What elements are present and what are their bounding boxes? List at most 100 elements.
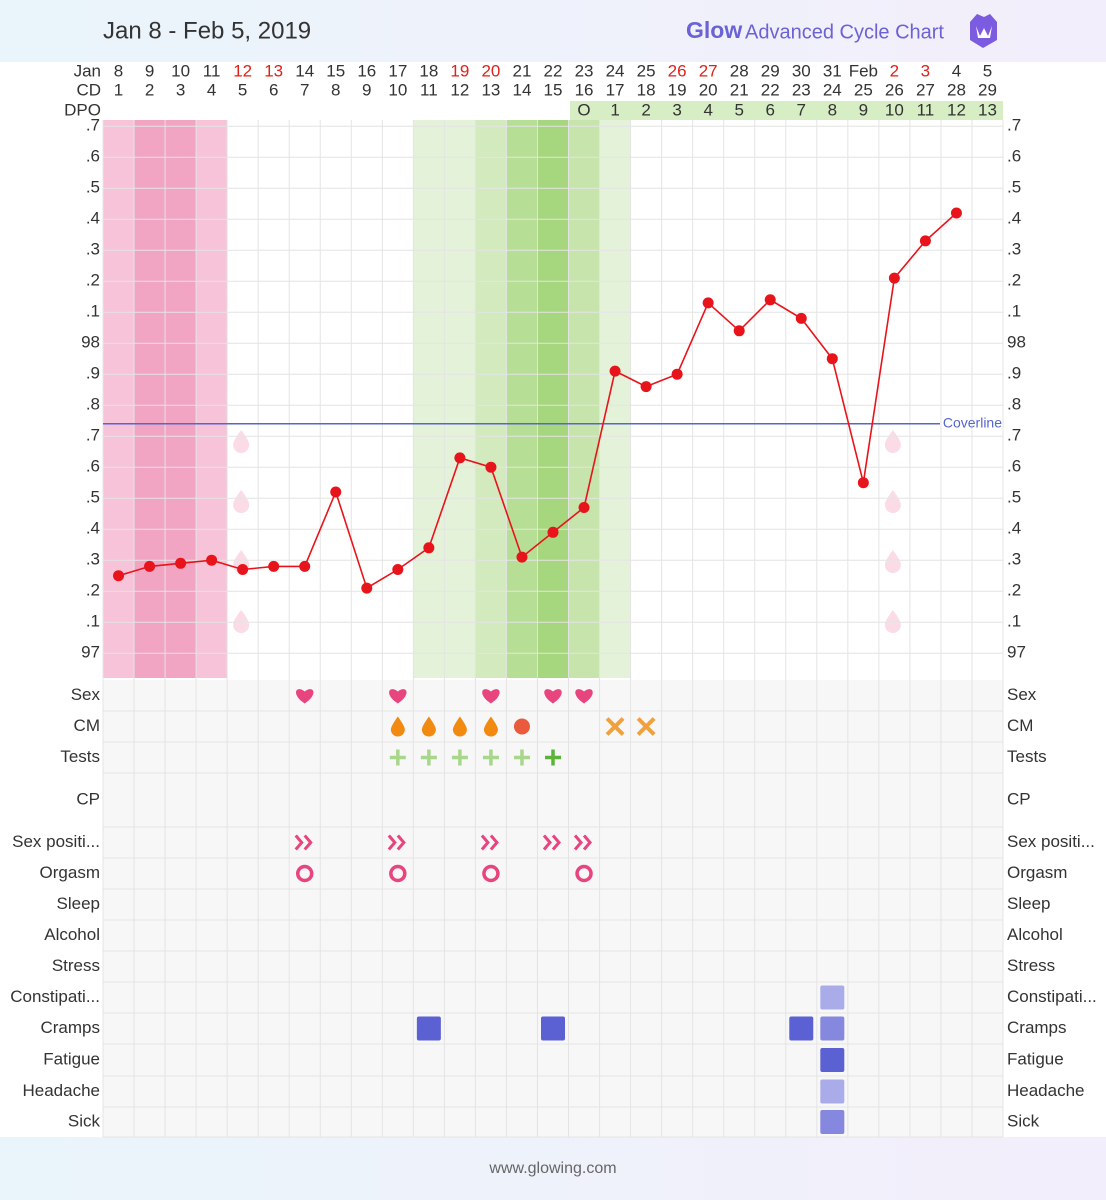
symptom-square — [541, 1016, 565, 1041]
temperature-point — [423, 542, 435, 554]
y2-tick-label: .8 — [1007, 395, 1021, 414]
y2-tick-label: .5 — [1007, 488, 1021, 507]
y-tick-label: 97 — [81, 643, 100, 662]
x-tick-label: 18 — [419, 61, 438, 80]
symptom-label: CP — [76, 789, 100, 808]
dpo: 1 — [610, 100, 619, 119]
brand-name: Glow — [686, 17, 742, 43]
spotting-drop — [233, 490, 250, 513]
header-band — [0, 0, 1106, 62]
phase-column — [165, 120, 197, 678]
symptom-label: Stress — [52, 956, 100, 975]
y2-tick-label: .7 — [1007, 426, 1021, 445]
cm-icon — [452, 716, 467, 737]
cycle-day: 5 — [238, 80, 247, 99]
dpo: 9 — [859, 100, 868, 119]
temperature-point — [361, 582, 373, 594]
temperature-point — [175, 557, 187, 569]
sex-icon — [482, 689, 500, 704]
symptom-label-right: CP — [1007, 789, 1031, 808]
x-tick-label: 21 — [513, 61, 532, 80]
spotting-drop — [233, 610, 250, 633]
temperature-point — [268, 560, 280, 572]
phase-column — [568, 120, 600, 678]
spotting-drop — [233, 430, 250, 453]
phase-column — [413, 120, 445, 678]
temperature-point — [888, 272, 900, 284]
symptom-square — [416, 1016, 441, 1041]
x-tick-label: 20 — [481, 61, 500, 80]
test-icon — [420, 749, 437, 766]
dpo: 12 — [947, 100, 966, 119]
test-icon — [545, 749, 561, 766]
spotting-drop — [884, 610, 901, 633]
cm-dry-icon — [636, 717, 656, 736]
symptom-label-right: Stress — [1007, 956, 1055, 975]
y-tick-label: .4 — [86, 519, 100, 538]
x-tick-label: 31 — [823, 61, 842, 80]
brand-subtitle: Advanced Cycle Chart — [745, 21, 944, 43]
position-icon — [480, 834, 499, 851]
x-tick-label: 25 — [637, 61, 656, 80]
cycle-day: 20 — [699, 80, 718, 99]
cycle-day: 1 — [114, 80, 123, 99]
x-tick-label: 10 — [171, 61, 190, 80]
y-tick-label: .3 — [86, 240, 100, 259]
x-tick-label: 11 — [203, 61, 221, 80]
symptom-label: Fatigue — [43, 1049, 100, 1068]
temperature-point — [919, 235, 931, 247]
phase-column — [196, 120, 228, 678]
y2-tick-label: .2 — [1007, 271, 1021, 290]
x-tick-label: Feb — [849, 61, 878, 80]
dpo: 3 — [672, 100, 681, 119]
x-tick-label: 8 — [114, 61, 123, 80]
phase-column — [475, 120, 507, 678]
symptom-label-right: Tests — [1007, 747, 1047, 766]
cm-icon — [483, 716, 498, 737]
symptom-area — [103, 680, 1003, 1137]
y-tick-label: .4 — [86, 209, 100, 228]
position-icon — [294, 834, 313, 851]
symptom-label: CM — [74, 716, 100, 735]
sex-icon — [295, 689, 314, 704]
cycle-day: 21 — [730, 80, 749, 99]
x-tick-label: 29 — [761, 61, 780, 80]
x-tick-label: 30 — [792, 61, 811, 80]
phase-column — [134, 120, 166, 678]
temperature-point — [454, 452, 466, 464]
phase-column — [444, 120, 476, 678]
phase-column — [103, 120, 135, 678]
cm-dry-icon — [605, 717, 625, 736]
temperature-point — [733, 325, 745, 337]
temperature-point — [609, 365, 621, 377]
x-tick-label: 9 — [145, 61, 154, 80]
cycle-day: 22 — [761, 80, 780, 99]
cycle-day: 8 — [331, 80, 340, 99]
dpo-highlight — [570, 101, 1003, 120]
y2-tick-label: .2 — [1007, 581, 1021, 600]
dpo: O — [577, 100, 590, 119]
symptom-label-right: Orgasm — [1007, 863, 1067, 882]
cm-icon — [513, 718, 530, 735]
temperature-point — [640, 381, 652, 393]
x-tick-label: 14 — [295, 61, 314, 80]
temperature-point — [330, 486, 342, 498]
cycle-day: 28 — [947, 80, 966, 99]
cycle-day: 13 — [481, 80, 500, 99]
cycle-day: 6 — [269, 80, 278, 99]
spotting-drop — [884, 490, 901, 513]
dpo: 7 — [797, 100, 806, 119]
symptom-label-right: CM — [1007, 716, 1033, 735]
x-tick-label: 23 — [575, 61, 594, 80]
y2-tick-label: 97 — [1007, 643, 1026, 662]
x-tick-label: 16 — [357, 61, 376, 80]
footer-url: www.glowing.com — [488, 1160, 616, 1177]
y2-tick-label: .1 — [1007, 612, 1021, 631]
symptom-label: Orgasm — [40, 863, 100, 882]
symptom-square — [820, 985, 845, 1010]
x-tick-label: 3 — [921, 61, 930, 80]
x-tick-label: 19 — [450, 61, 469, 80]
x-tick-label: 4 — [952, 61, 961, 80]
cycle-day: 7 — [300, 80, 309, 99]
